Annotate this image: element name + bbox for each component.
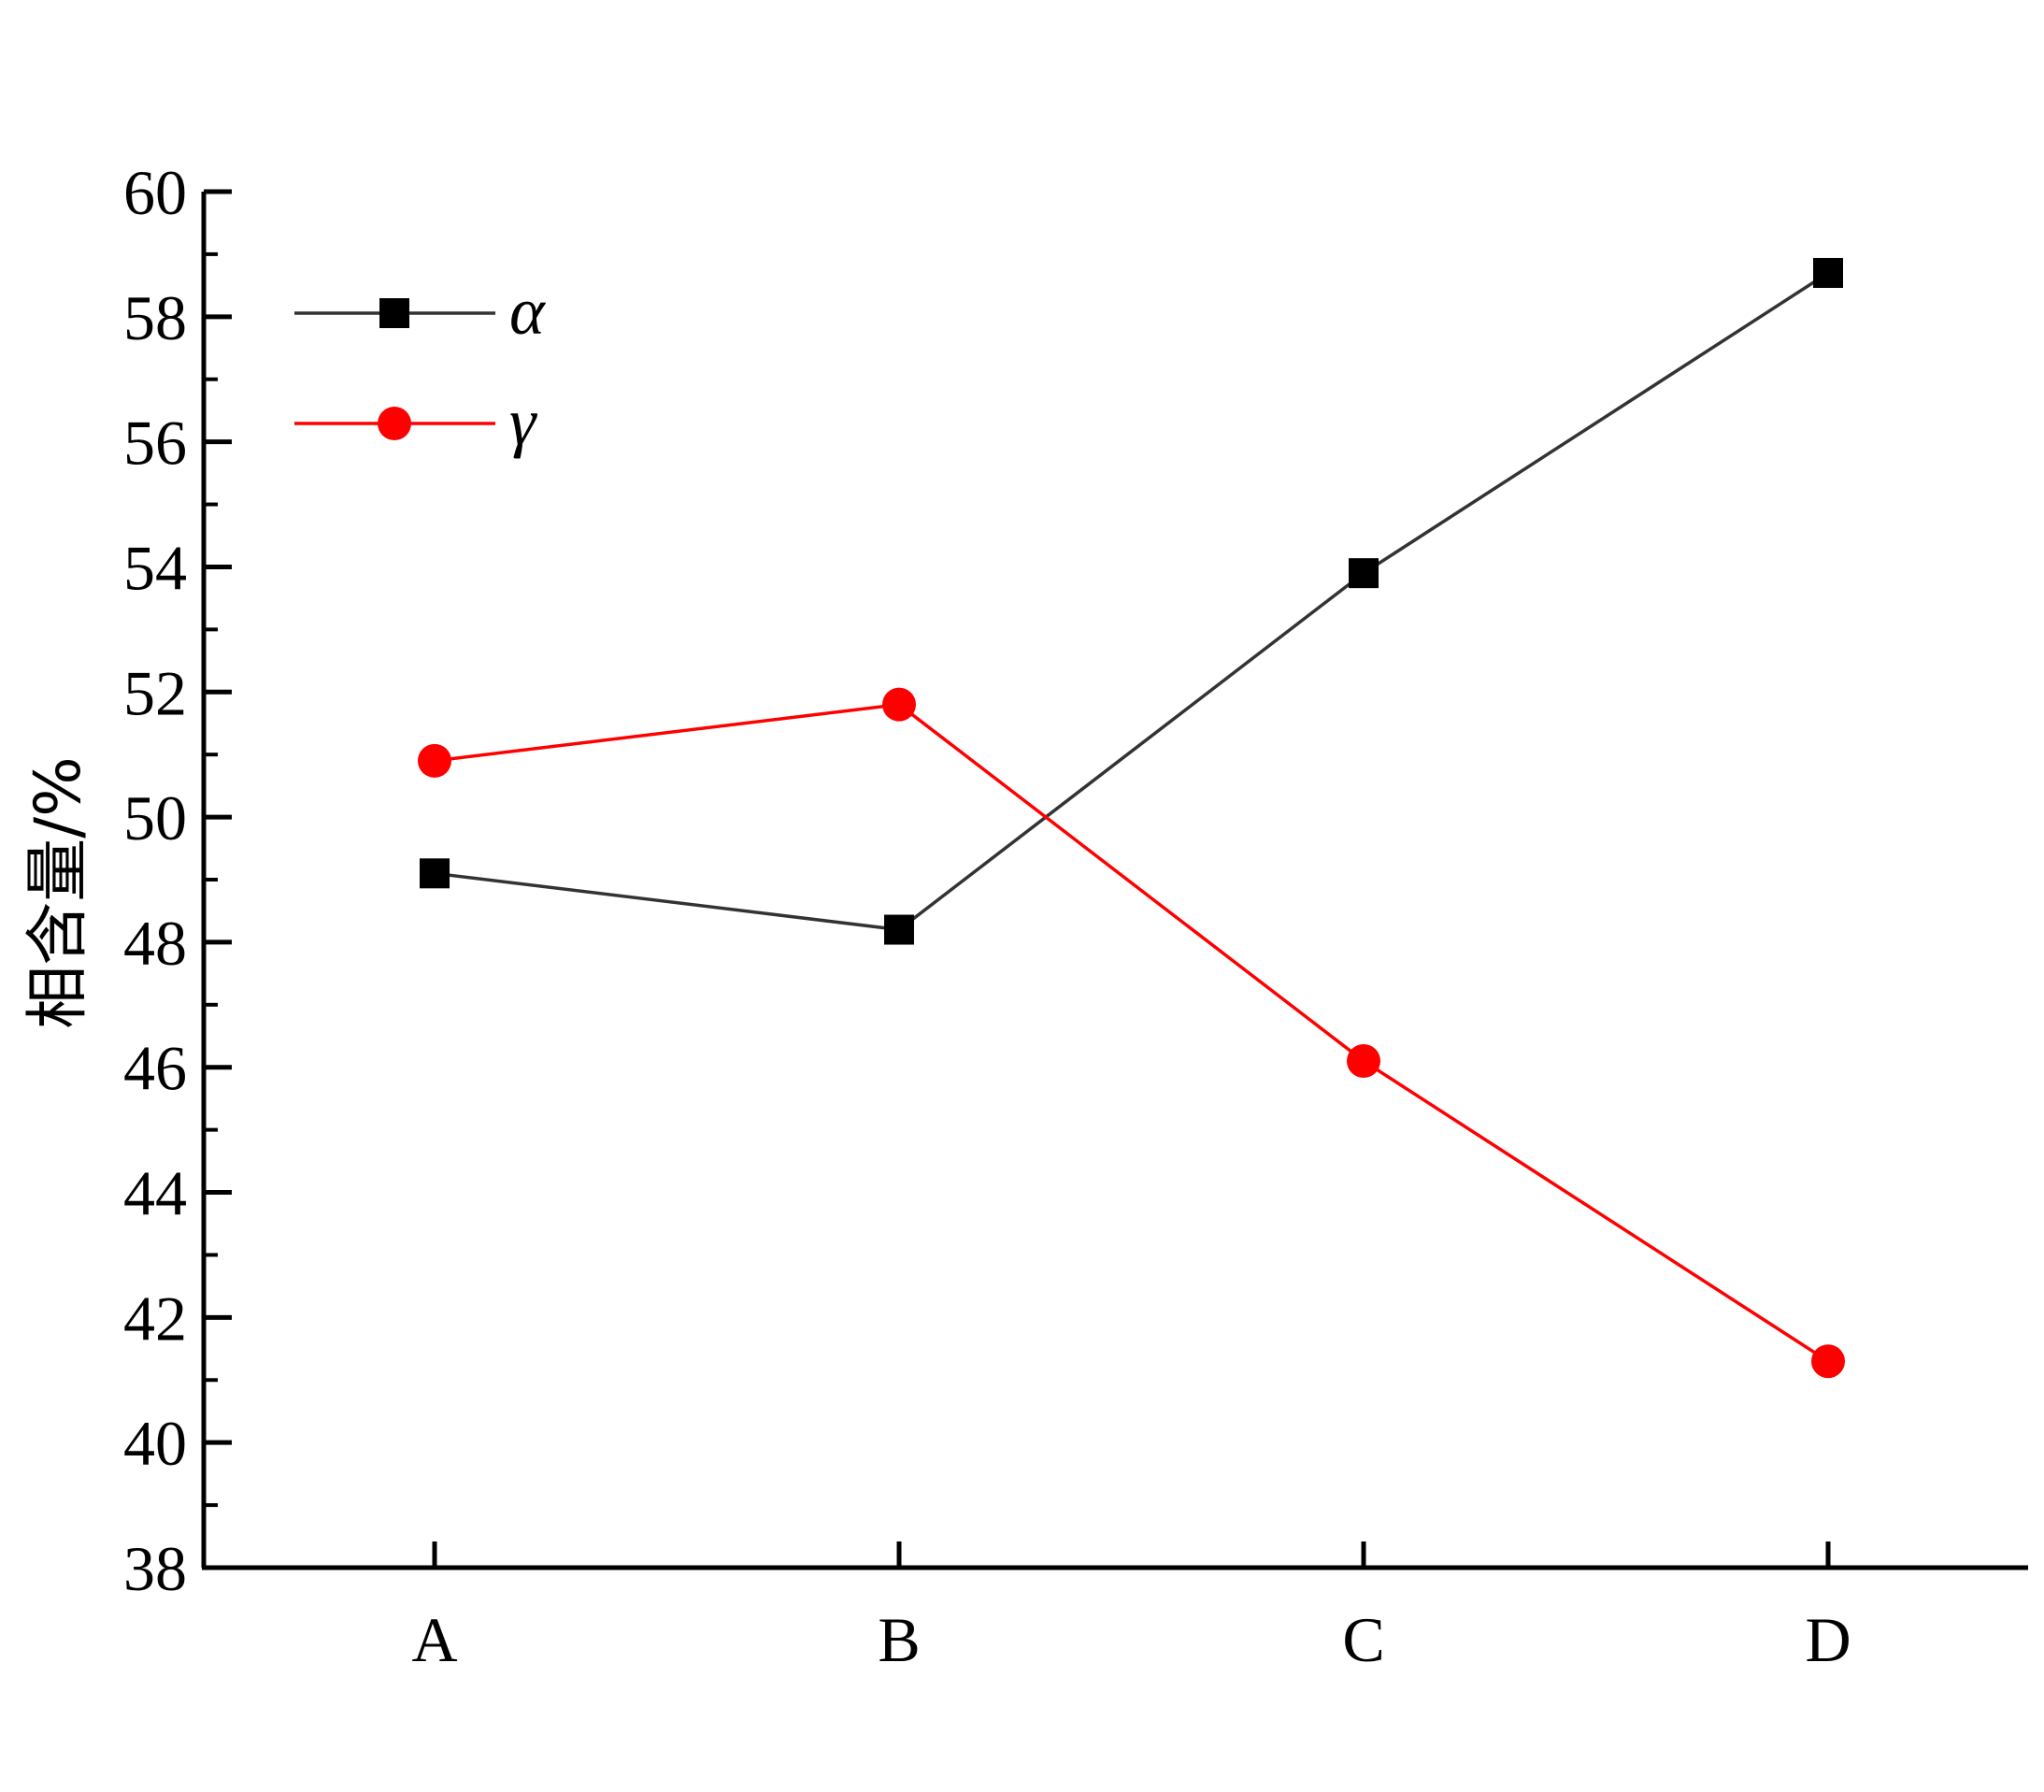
legend-label: γ: [509, 384, 537, 459]
data-point: [418, 743, 451, 778]
data-point: [420, 858, 450, 889]
data-point: [1347, 1044, 1380, 1079]
series-2: [418, 687, 1845, 1379]
legend-marker: [379, 298, 409, 328]
y-tick-label: 42: [123, 1283, 187, 1354]
data-point: [882, 687, 916, 722]
x-tick-label: B: [878, 1604, 920, 1675]
y-tick-label: 48: [123, 908, 187, 979]
y-tick-label: 44: [123, 1158, 187, 1229]
y-tick-label: 38: [123, 1533, 187, 1604]
data-point: [1813, 257, 1843, 288]
y-ticks: 38 40 42 44 46 48 50 52 54 56 58 60: [123, 157, 232, 1604]
series-line: [434, 702, 1829, 1363]
y-tick-label: 60: [123, 157, 187, 228]
y-tick-label: 40: [123, 1408, 187, 1479]
data-point: [1811, 1344, 1845, 1379]
y-tick-label: 50: [123, 782, 187, 853]
x-ticks: A B C D: [411, 1541, 1851, 1675]
legend-item: α: [294, 274, 546, 349]
legend-marker: [378, 407, 411, 440]
y-axis-label: 相含量/%: [21, 756, 95, 1029]
series-group: [418, 257, 1845, 1379]
series-line: [434, 271, 1829, 932]
y-tick-label: 56: [123, 408, 187, 479]
legend: αγ: [294, 274, 546, 459]
x-tick-label: C: [1342, 1604, 1384, 1675]
y-tick-label: 58: [123, 282, 187, 353]
data-point: [884, 914, 914, 945]
legend-item: γ: [294, 384, 537, 459]
x-tick-label: D: [1805, 1604, 1851, 1675]
legend-label: α: [509, 274, 546, 349]
y-tick-label: 54: [123, 532, 187, 603]
y-tick-label: 46: [123, 1033, 187, 1104]
x-tick-label: A: [411, 1604, 457, 1675]
series-1: [420, 257, 1843, 945]
y-tick-label: 52: [123, 657, 187, 728]
data-point: [1349, 558, 1379, 589]
